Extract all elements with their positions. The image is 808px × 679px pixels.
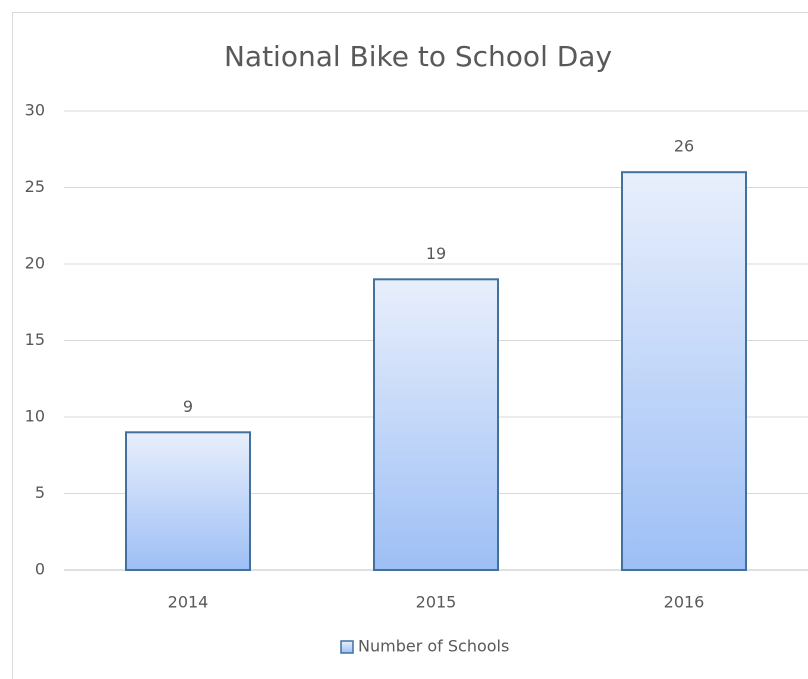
bar (373, 278, 499, 571)
bar (621, 171, 747, 571)
y-tick-label: 10 (25, 407, 45, 426)
chart-title: National Bike to School Day (224, 40, 612, 73)
legend-label: Number of Schools (358, 637, 509, 656)
y-tick-label: 20 (25, 254, 45, 273)
y-tick-label: 15 (25, 330, 45, 349)
y-tick-label: 30 (25, 101, 45, 120)
y-tick-label: 0 (35, 560, 45, 579)
bar (125, 431, 251, 571)
x-tick-label: 2015 (416, 593, 457, 612)
data-label: 19 (426, 244, 446, 263)
x-tick-label: 2014 (168, 593, 209, 612)
y-tick-label: 25 (25, 177, 45, 196)
legend-swatch (340, 640, 354, 654)
x-tick-label: 2016 (664, 593, 705, 612)
data-label: 26 (674, 137, 694, 156)
y-tick-label: 5 (35, 483, 45, 502)
data-label: 9 (183, 397, 193, 416)
